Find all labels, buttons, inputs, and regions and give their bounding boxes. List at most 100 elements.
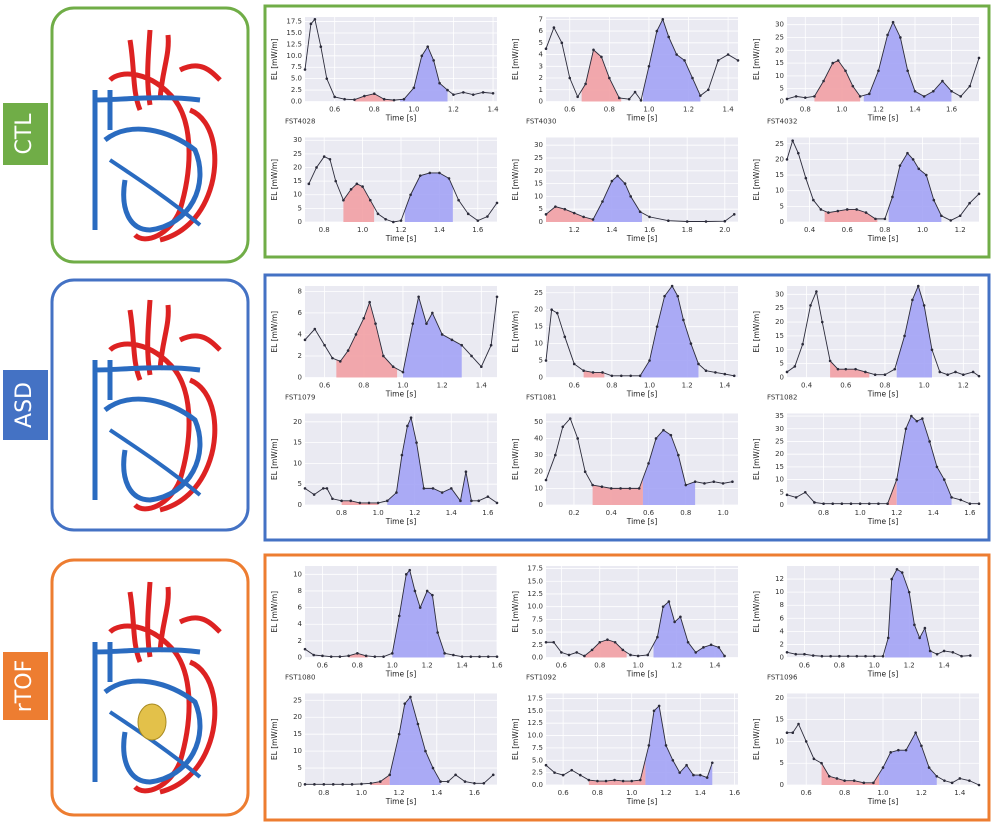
sample-point xyxy=(392,98,396,102)
chart: 0 5 10 15 20 25 30 1.2 1.4 1.6 1.8 2.0 Time [s] EL [m… xyxy=(511,137,738,243)
sample-point xyxy=(338,655,342,658)
y-axis-label: EL [mW/m] xyxy=(270,718,279,760)
y-tick-label: 12.5 xyxy=(286,40,302,48)
shaded-region xyxy=(888,153,942,222)
sample-point xyxy=(431,766,435,770)
sample-point xyxy=(828,359,832,363)
sample-point xyxy=(661,605,665,608)
sample-point xyxy=(391,365,395,369)
sample-point xyxy=(732,374,736,378)
sample-point xyxy=(576,95,579,99)
sample-point xyxy=(872,781,875,785)
x-tick-label: 1.0 xyxy=(643,106,654,114)
x-tick-label: 0.6 xyxy=(643,509,655,517)
sample-point xyxy=(689,342,693,345)
sample-point xyxy=(686,640,690,644)
sample-point xyxy=(449,487,453,490)
x-tick-label: 0.6 xyxy=(801,789,813,797)
sample-point xyxy=(560,41,564,45)
sample-point xyxy=(915,419,919,423)
sample-point xyxy=(835,777,839,780)
sample-point xyxy=(664,744,668,747)
x-axis-label: Time [s] xyxy=(867,234,899,243)
sample-point xyxy=(397,614,401,618)
sample-point xyxy=(916,284,920,288)
sample-point xyxy=(840,502,844,506)
x-tick-label: 1.2 xyxy=(682,382,693,390)
y-tick-label: 0 xyxy=(539,501,543,509)
sample-point xyxy=(710,761,714,765)
y-tick-label: 6 xyxy=(539,27,544,35)
sample-point xyxy=(638,210,642,214)
sample-point xyxy=(420,54,424,58)
y-axis-label: EL [mW/m] xyxy=(270,38,279,80)
sample-point xyxy=(610,179,614,183)
sample-point xyxy=(417,295,420,299)
sample-point xyxy=(415,441,418,444)
x-tick-label: 1.0 xyxy=(644,382,655,390)
sample-point xyxy=(829,654,832,658)
y-tick-label: 17.5 xyxy=(527,694,543,702)
sample-point xyxy=(702,646,705,649)
y-tick-label: 10.0 xyxy=(527,732,543,740)
sample-point xyxy=(648,359,651,362)
sample-point xyxy=(809,304,812,307)
sample-point xyxy=(883,217,887,221)
sample-point xyxy=(361,185,364,188)
x-tick-label: 0.8 xyxy=(594,662,605,670)
sample-point xyxy=(927,766,931,769)
el-curve xyxy=(304,296,498,373)
sample-point xyxy=(384,217,387,221)
sample-point xyxy=(613,778,616,782)
sample-point xyxy=(601,371,604,374)
y-tick-label: 2 xyxy=(298,352,302,360)
sample-point xyxy=(675,53,678,56)
y-tick-label: 20 xyxy=(775,694,784,702)
y-tick-label: 8 xyxy=(780,601,784,609)
sample-point xyxy=(360,782,363,786)
sample-point xyxy=(723,219,727,223)
sample-point xyxy=(478,655,481,658)
x-tick-label: 0.8 xyxy=(318,789,329,797)
sample-point xyxy=(553,771,556,774)
shaded-region xyxy=(592,478,643,505)
x-axis-label: Time [s] xyxy=(626,517,658,526)
sample-point xyxy=(836,209,840,213)
y-tick-label: 17.5 xyxy=(286,18,302,26)
x-tick-label: 0.6 xyxy=(558,789,570,797)
sample-point xyxy=(358,501,362,505)
sample-point xyxy=(598,640,602,644)
sample-point xyxy=(544,763,548,767)
heart-frame xyxy=(50,6,250,264)
sample-point xyxy=(303,68,307,71)
sample-point xyxy=(428,171,432,175)
y-tick-label: 20 xyxy=(293,163,302,171)
sample-point xyxy=(374,322,377,325)
sample-point xyxy=(363,94,366,98)
y-tick-label: 0.0 xyxy=(532,781,543,789)
x-tick-label: 1.6 xyxy=(946,106,958,114)
sample-point xyxy=(968,502,972,506)
shaded-region xyxy=(863,22,952,102)
sample-point xyxy=(647,744,651,747)
sample-point xyxy=(346,349,350,352)
x-tick-label: 1.8 xyxy=(682,226,693,234)
sample-point xyxy=(303,338,307,342)
sample-point xyxy=(968,654,972,657)
shaded-region xyxy=(389,696,441,785)
y-tick-label: 12.5 xyxy=(527,719,543,727)
plot-area xyxy=(305,17,497,102)
y-tick-label: 6 xyxy=(298,309,303,317)
x-tick-label: 0.2 xyxy=(568,509,579,517)
sample-point xyxy=(319,45,323,48)
sample-point xyxy=(904,748,908,752)
y-tick-label: 15 xyxy=(775,716,784,724)
sample-point xyxy=(846,654,850,658)
x-tick-label: 1.0 xyxy=(373,509,384,517)
chart: 0 5 10 15 20 25 30 0.8 1.0 1.2 1.4 1.6 Time [s] EL [m… xyxy=(752,17,981,126)
group-tag xyxy=(3,370,48,440)
sample-point xyxy=(977,56,981,60)
y-tick-label: 10.0 xyxy=(527,603,543,611)
x-tick-label: 1.2 xyxy=(955,226,966,234)
sample-point xyxy=(890,577,894,581)
